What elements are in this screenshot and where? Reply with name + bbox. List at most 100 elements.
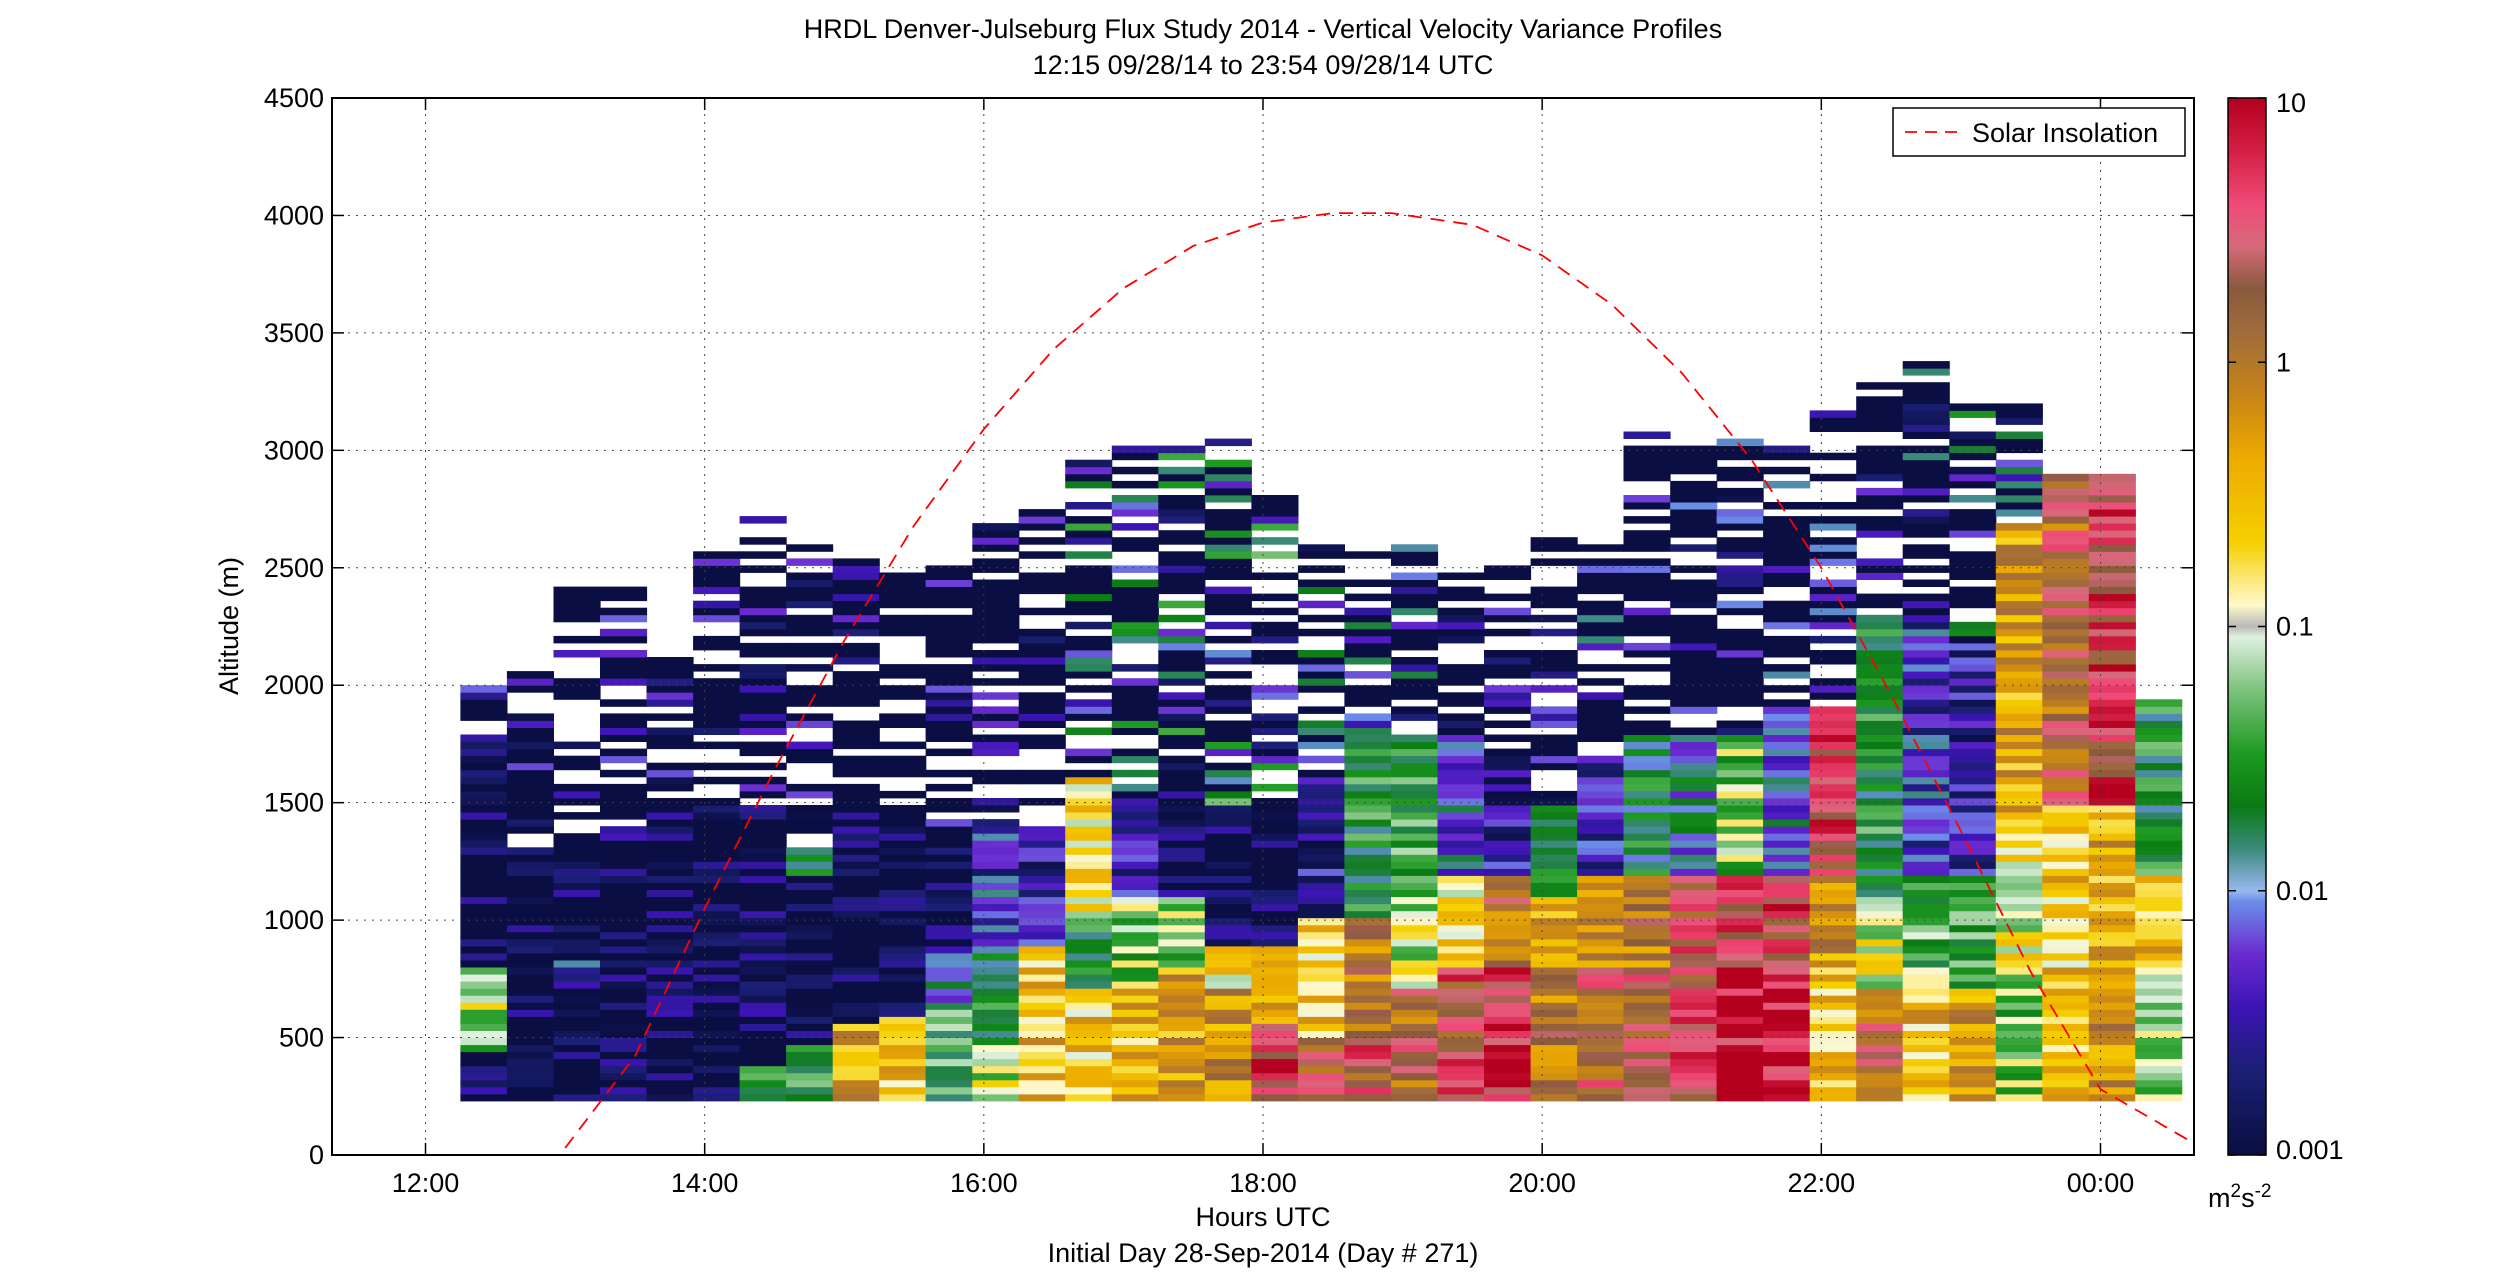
variance-cell xyxy=(972,678,1020,686)
variance-cell xyxy=(2088,960,2136,968)
variance-cell xyxy=(1856,748,1904,757)
variance-cell xyxy=(1018,868,1066,876)
variance-cell xyxy=(1530,544,1578,552)
variance-cell xyxy=(925,1009,973,1017)
variance-cell xyxy=(1111,861,1159,869)
variance-cell xyxy=(739,903,787,912)
variance-cell xyxy=(739,727,787,735)
variance-cell xyxy=(1251,847,1299,855)
variance-cell xyxy=(1856,917,1904,926)
variance-cell xyxy=(1437,988,1485,996)
variance-cell xyxy=(1577,600,1625,609)
variance-cell xyxy=(1297,1023,1345,1031)
variance-cell xyxy=(1670,833,1718,841)
variance-cell xyxy=(460,1002,508,1010)
variance-cell xyxy=(1204,1009,1252,1017)
variance-cell xyxy=(739,1051,787,1060)
variance-cell xyxy=(553,896,601,905)
variance-cell xyxy=(1344,734,1392,742)
variance-cell xyxy=(832,826,880,834)
variance-cell xyxy=(972,1023,1020,1031)
variance-cell xyxy=(739,713,787,721)
variance-cell xyxy=(1065,769,1113,778)
variance-cell xyxy=(1437,1030,1485,1038)
variance-cell xyxy=(1995,480,2043,489)
variance-cell xyxy=(1251,1058,1299,1067)
variance-cell xyxy=(2042,664,2090,672)
variance-cell xyxy=(1484,671,1532,679)
variance-cell xyxy=(739,847,787,855)
variance-cell xyxy=(1344,748,1392,757)
variance-cell xyxy=(2088,889,2136,898)
variance-cell xyxy=(925,685,973,693)
variance-cell xyxy=(506,974,554,982)
variance-cell xyxy=(1623,445,1671,454)
variance-cell xyxy=(1856,621,1904,630)
variance-cell xyxy=(1530,1072,1578,1081)
variance-cell xyxy=(786,917,834,926)
variance-cell xyxy=(1902,790,1950,799)
variance-cell xyxy=(1670,762,1718,771)
variance-cell xyxy=(1344,903,1392,912)
solar-insolation-line xyxy=(564,212,2194,1149)
variance-cell xyxy=(1856,875,1904,883)
variance-cell xyxy=(1902,798,1950,806)
variance-cell xyxy=(879,1086,927,1095)
variance-cell xyxy=(1065,516,1113,524)
variance-cell xyxy=(1763,720,1811,728)
variance-cell xyxy=(832,614,880,623)
variance-cell xyxy=(739,516,787,524)
variance-cell xyxy=(1856,783,1904,792)
variance-cell xyxy=(1856,1016,1904,1024)
variance-cell xyxy=(972,720,1020,728)
variance-cell xyxy=(1856,593,1904,602)
variance-cell xyxy=(646,1044,694,1053)
variance-cell xyxy=(1809,769,1857,778)
variance-cell xyxy=(1111,685,1159,693)
variance-cell xyxy=(1158,713,1206,721)
variance-cell xyxy=(1158,1037,1206,1046)
variance-cell xyxy=(1577,565,1625,573)
variance-cell xyxy=(1391,854,1439,862)
variance-cell xyxy=(1809,931,1857,940)
variance-cell xyxy=(506,960,554,968)
variance-cell xyxy=(1204,1065,1252,1074)
variance-cell xyxy=(1623,741,1671,750)
variance-cell xyxy=(693,931,741,940)
variance-cell xyxy=(1856,861,1904,869)
variance-cell xyxy=(1995,1016,2043,1024)
variance-cell xyxy=(1251,495,1299,503)
variance-cell xyxy=(1623,502,1671,510)
variance-cell xyxy=(553,903,601,912)
variance-cell xyxy=(1856,945,1904,954)
variance-cell xyxy=(1344,805,1392,813)
variance-cell xyxy=(1949,924,1997,933)
variance-cell xyxy=(1530,741,1578,750)
variance-cell xyxy=(1670,1058,1718,1067)
variance-cell xyxy=(600,854,648,862)
variance-cell xyxy=(2088,995,2136,1003)
variance-cell xyxy=(1484,938,1532,947)
variance-cell xyxy=(1530,1030,1578,1038)
variance-cell xyxy=(1391,826,1439,834)
profile-column xyxy=(460,685,508,1102)
variance-cell xyxy=(1018,776,1066,785)
variance-cell xyxy=(1484,812,1532,820)
variance-cell xyxy=(1949,861,1997,869)
variance-cell xyxy=(1623,586,1671,595)
variance-cell xyxy=(1949,981,1997,989)
variance-cell xyxy=(1902,953,1950,961)
variance-cell xyxy=(1949,692,1997,700)
variance-cell xyxy=(1902,678,1950,686)
variance-cell xyxy=(1437,734,1485,742)
variance-cell xyxy=(1763,875,1811,883)
variance-cell xyxy=(1018,953,1066,961)
variance-cell xyxy=(600,1016,648,1024)
variance-cell xyxy=(460,762,508,771)
variance-cell xyxy=(1391,551,1439,559)
variance-cell xyxy=(1670,678,1718,686)
variance-cell xyxy=(1484,699,1532,707)
variance-cell xyxy=(972,537,1020,545)
variance-cell xyxy=(1391,847,1439,855)
variance-cell xyxy=(1111,635,1159,644)
